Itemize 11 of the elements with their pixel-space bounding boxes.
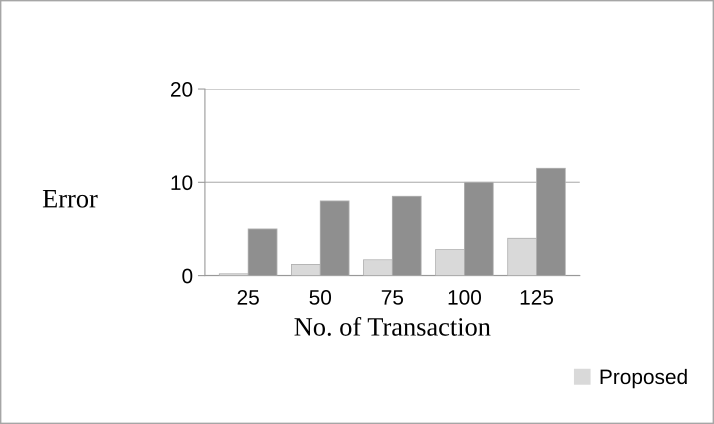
x-tick-label: 25: [238, 290, 259, 305]
y-tick-label: 20: [170, 82, 192, 97]
x-tick-label: 125: [520, 290, 554, 305]
y-axis-title: Error: [42, 190, 98, 208]
y-tick-label: 10: [172, 175, 192, 190]
legend-label: Proposed: [600, 368, 687, 388]
x-tick-label: 100: [448, 290, 481, 305]
x-axis-title: No. of Transaction: [294, 316, 491, 336]
y-tick-label: 0: [182, 268, 192, 284]
x-tick-label: 50: [310, 290, 332, 305]
x-tick-label: 75: [382, 290, 404, 305]
